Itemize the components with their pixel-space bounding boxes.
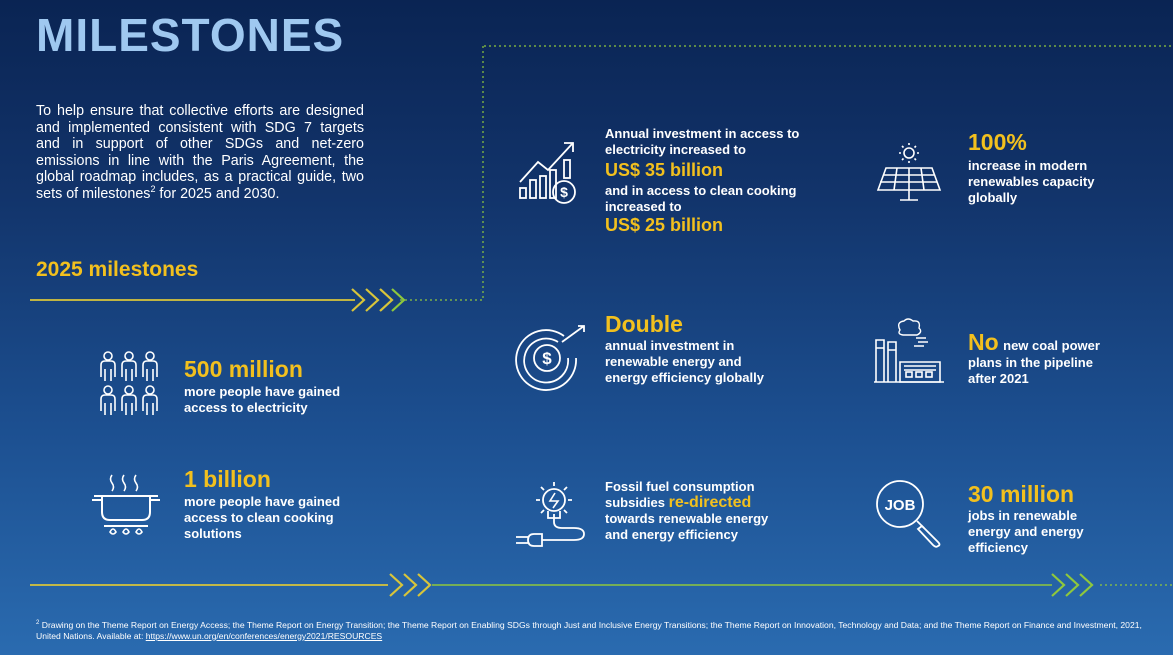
renewables-value: 100% [968, 129, 1027, 155]
footnote-text: Drawing on the Theme Report on Energy Ac… [36, 619, 1142, 641]
intro-footnote-ref: 2 [150, 184, 156, 195]
cooking-pot-icon [90, 472, 162, 540]
electricity-access-desc: more people have gained access to electr… [184, 384, 341, 415]
double-desc: annual investment in renewable energy an… [605, 338, 764, 385]
factory-icon [874, 318, 944, 384]
investment-line2: and in access to clean cooking increased… [605, 183, 797, 214]
page-title: MILESTONES [36, 9, 345, 61]
fossil-subsidies-highlight: re-directed [668, 494, 752, 511]
coal-line: No new coal power [968, 329, 1100, 356]
bulb-plug-icon [512, 478, 588, 548]
coal-value: No [968, 329, 999, 355]
svg-text:$: $ [542, 349, 552, 368]
people-group-icon [98, 349, 160, 417]
intro-text-end: for 2025 and 2030. [155, 185, 280, 202]
clean-cooking-desc: more people have gained access to clean … [184, 494, 341, 541]
coal-desc: plans in the pipeline after 2021 [968, 355, 1093, 386]
intro-text: To help ensure that collective efforts a… [36, 103, 364, 202]
chevron-arrows-top [351, 288, 394, 312]
intro-paragraph: To help ensure that collective efforts a… [36, 103, 364, 203]
job-search-icon: JOB [872, 478, 946, 548]
solar-panel-icon [876, 142, 942, 204]
investment-line1: Annual investment in access to electrici… [605, 126, 800, 157]
jobs-value: 30 million [968, 481, 1075, 507]
investment-growth-icon: $ [516, 138, 580, 208]
electricity-access-value: 500 million [184, 356, 303, 382]
fossil-subsidies-text: Fossil fuel consumption subsidies re-dir… [605, 479, 790, 543]
jobs-desc: jobs in renewable energy and energy effi… [968, 508, 1084, 555]
investment-value2: US$ 25 billion [605, 215, 724, 235]
clean-cooking-value: 1 billion [184, 466, 271, 492]
section-heading: 2025 milestones [36, 258, 199, 281]
dollar-target-icon: $ [512, 322, 588, 392]
coal-desc-inline: new coal power [1003, 338, 1100, 353]
job-icon-text: JOB [885, 497, 916, 514]
footnote: 2 Drawing on the Theme Report on Energy … [36, 618, 1146, 642]
fossil-subsidies-post: towards renewable energy and energy effi… [605, 511, 769, 542]
double-value: Double [605, 311, 683, 337]
footnote-marker: 2 [36, 620, 40, 626]
renewables-desc: increase in modern renewables capacity g… [968, 158, 1095, 205]
footnote-link[interactable]: https://www.un.org/en/conferences/energy… [145, 630, 383, 641]
svg-text:$: $ [560, 184, 568, 200]
investment-value1: US$ 35 billion [605, 160, 724, 180]
fossil-subsidies-pre: Fossil fuel consumption subsidies [605, 479, 755, 510]
